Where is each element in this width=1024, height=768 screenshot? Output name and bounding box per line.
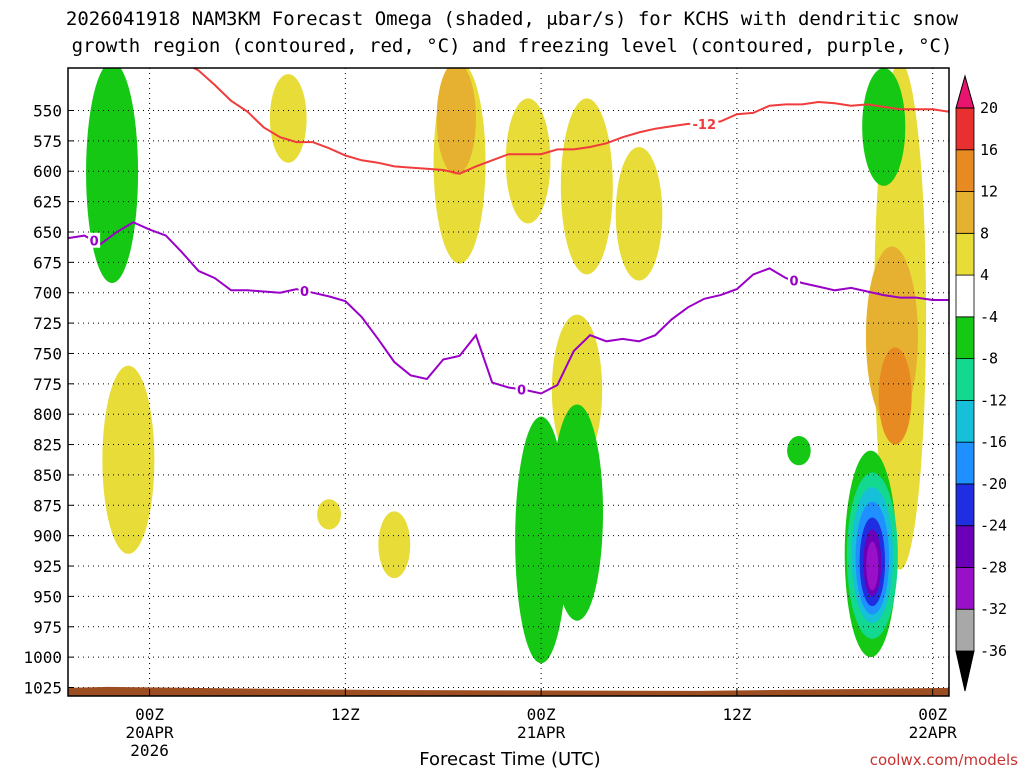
colorbar-arrow-top — [955, 74, 975, 109]
colorbar-label-11: -28 — [980, 558, 1007, 576]
y-tick-label-4: 650 — [33, 223, 62, 242]
colorbar-label-1: 16 — [980, 141, 998, 159]
y-tick-label-13: 875 — [33, 496, 62, 515]
contour-label-0-2: 0 — [517, 383, 526, 398]
y-tick-label-17: 975 — [33, 618, 62, 637]
plot-frame — [67, 67, 950, 697]
y-tick-label-6: 700 — [33, 284, 62, 303]
contour-label-bg-1-0 — [690, 115, 719, 131]
x-tick-label-1-0: 12Z — [331, 705, 360, 724]
colorbar-box-8 — [955, 274, 975, 318]
credit-text: coolwx.com/models — [870, 751, 1018, 768]
colorbar-label-2: 12 — [980, 183, 998, 201]
omega-region-9 — [878, 347, 912, 445]
y-tick-label-9: 775 — [33, 375, 62, 394]
x-axis-label: Forecast Time (UTC) — [419, 749, 600, 768]
colorbar-box-11 — [955, 149, 975, 192]
colorbar-label-0: 20 — [980, 99, 998, 117]
freezing-level-contour — [68, 221, 949, 395]
x-tick-label-2-1: 21APR — [517, 723, 566, 742]
x-tick-label-4-0: 00Z — [918, 705, 947, 724]
colorbar-box-10 — [955, 191, 975, 234]
colorbar-label-13: -36 — [980, 642, 1007, 660]
colorbar-box-6 — [955, 358, 975, 401]
contour-label-0-0: 0 — [90, 235, 99, 250]
omega-region-5 — [615, 146, 663, 281]
colorbar-box-12 — [955, 107, 975, 151]
colorbar-label-12: -32 — [980, 600, 1007, 618]
colorbar-label-4: 4 — [980, 266, 989, 284]
colorbar-label-7: -12 — [980, 391, 1007, 409]
omega-region-12 — [378, 511, 411, 579]
y-tick-label-12: 850 — [33, 466, 62, 485]
y-tick-label-19: 1025 — [23, 678, 62, 697]
colorbar-box-4 — [955, 441, 975, 485]
colorbar-label-10: -24 — [980, 517, 1007, 535]
y-tick-label-2: 600 — [33, 162, 62, 181]
x-tick-label-2-0: 00Z — [527, 705, 556, 724]
colorbar-box-3 — [955, 483, 975, 527]
contour-label-bg-0-0 — [88, 232, 101, 248]
omega-region-16 — [551, 404, 604, 621]
x-tick-label-4-1: 22APR — [909, 723, 958, 742]
colorbar-label-9: -20 — [980, 475, 1007, 493]
colorbar-arrow-bottom — [955, 650, 975, 692]
contour-label-1-0: -12 — [693, 118, 717, 133]
colorbar-box-2 — [955, 525, 975, 568]
x-tick-label-0-2: 2026 — [130, 741, 169, 760]
colorbar-box-5 — [955, 399, 975, 443]
contour-label-0-1: 0 — [300, 285, 309, 300]
y-tick-label-16: 950 — [33, 587, 62, 606]
omega-region-13 — [86, 68, 139, 283]
y-axis: 550 575 600 625 650 675 700 725 750 775 800 825 850 8… — [23, 102, 74, 697]
contour-label-0-3: 0 — [789, 275, 798, 290]
y-tick-label-7: 725 — [33, 314, 62, 333]
omega-region-2 — [436, 68, 476, 175]
contour-label-bg-0-3 — [788, 272, 801, 288]
colorbar-box-0 — [955, 608, 975, 652]
plot-area: 0 0 0 0 -12 — [68, 68, 949, 696]
y-tick-label-10: 800 — [33, 405, 62, 424]
chart-title-line-1: 2026041918 NAM3KM Forecast Omega (shaded… — [66, 8, 959, 30]
omega-region-14 — [862, 68, 906, 186]
colorbar-box-9 — [955, 232, 975, 276]
colorbar-box-7 — [955, 316, 975, 360]
y-tick-label-3: 625 — [33, 193, 62, 212]
y-tick-label-1: 575 — [33, 132, 62, 151]
colorbar: 20 16 12 8 4 -4 -8 -12 -16 -20 -24 -28 -32 -36 — [955, 74, 1007, 692]
contour-label-bg-0-2 — [515, 381, 528, 397]
colorbar-label-5: -4 — [980, 308, 998, 326]
y-tick-label-5: 675 — [33, 253, 62, 272]
x-tick-label-0-0: 00Z — [135, 705, 164, 724]
omega-region-17 — [787, 436, 811, 466]
dgz-minus12-contour — [191, 68, 949, 175]
omega-region-24 — [866, 541, 879, 591]
colorbar-label-3: 8 — [980, 224, 989, 242]
y-tick-label-11: 825 — [33, 436, 62, 455]
y-tick-label-15: 925 — [33, 557, 62, 576]
ground-surface — [68, 686, 949, 696]
gridlines — [68, 68, 949, 696]
y-tick-label-0: 550 — [33, 102, 62, 121]
x-tick-label-0-1: 20APR — [125, 723, 174, 742]
contour-label-bg-0-1 — [298, 282, 311, 298]
y-tick-label-14: 900 — [33, 527, 62, 546]
omega-region-0 — [269, 74, 307, 163]
y-tick-label-18: 1000 — [23, 648, 62, 667]
contour-labels: 0 0 0 0 -12 — [88, 115, 801, 398]
colorbar-box-1 — [955, 567, 975, 610]
colorbar-label-8: -16 — [980, 433, 1007, 451]
omega-region-11 — [317, 499, 341, 530]
colorbar-label-6: -8 — [980, 350, 998, 368]
omega-region-10 — [102, 365, 155, 554]
omega-region-4 — [560, 98, 613, 275]
omega-shading — [86, 68, 927, 664]
y-tick-label-8: 750 — [33, 344, 62, 363]
omega-region-3 — [505, 98, 551, 224]
chart-title-line-2: growth region (contoured, red, °C) and f… — [72, 35, 953, 57]
x-tick-label-3-0: 12Z — [722, 705, 751, 724]
